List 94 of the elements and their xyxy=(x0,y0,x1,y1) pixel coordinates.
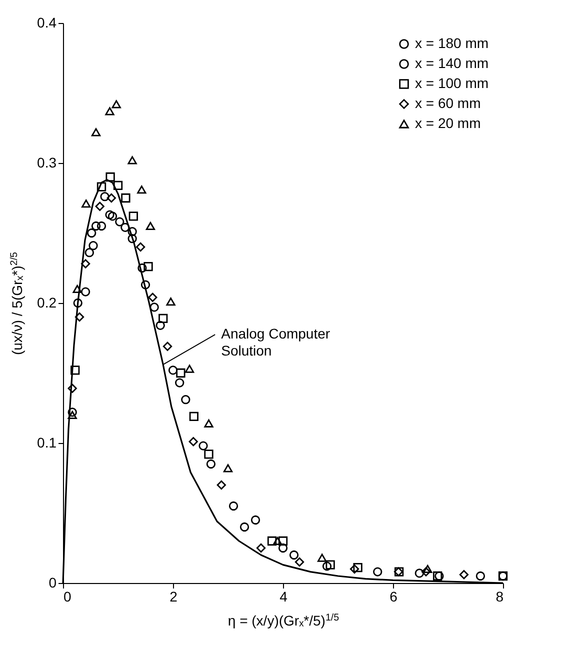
point xyxy=(278,536,288,546)
x-tick-label: 6 xyxy=(390,588,398,604)
point xyxy=(216,480,226,490)
x-tick-label: 0 xyxy=(64,588,72,604)
point xyxy=(204,450,214,459)
point xyxy=(96,221,106,231)
point xyxy=(68,384,77,393)
point xyxy=(322,562,332,571)
point xyxy=(100,192,110,202)
legend-label: x = 180 mm xyxy=(415,35,489,51)
point xyxy=(414,568,424,578)
point xyxy=(166,298,176,306)
point xyxy=(91,128,101,136)
y-tick-label: 0 xyxy=(48,574,57,590)
point xyxy=(423,564,432,574)
point xyxy=(250,515,260,525)
point xyxy=(188,437,198,446)
point xyxy=(278,543,288,553)
y-tick-label: 0.4 xyxy=(37,14,57,30)
point xyxy=(106,193,116,203)
point xyxy=(204,419,214,428)
point xyxy=(108,212,118,221)
point xyxy=(144,262,153,272)
point xyxy=(128,156,137,164)
x-tick-label: 4 xyxy=(280,588,288,604)
point xyxy=(80,259,90,268)
point xyxy=(128,212,138,221)
point xyxy=(148,292,158,302)
point xyxy=(459,570,469,580)
legend-label: x = 140 mm xyxy=(415,55,489,71)
point xyxy=(121,193,130,203)
point xyxy=(373,567,382,576)
point xyxy=(206,459,216,469)
point xyxy=(176,368,186,378)
point xyxy=(353,563,362,572)
x-axis-title: η = (x/y)(Grₓ*/5)$^{1/5}$ xyxy=(228,612,340,628)
point xyxy=(350,564,360,574)
point xyxy=(272,536,282,546)
point xyxy=(140,280,150,290)
point xyxy=(68,410,77,420)
point xyxy=(223,464,233,472)
point xyxy=(317,554,327,562)
point xyxy=(228,501,238,511)
point xyxy=(88,241,98,250)
legend-label: x = 60 mm xyxy=(415,95,481,111)
y-tick-label: 0.2 xyxy=(37,294,57,310)
legend-label: x = 20 mm xyxy=(415,115,481,131)
point xyxy=(115,217,124,226)
annotation: Analog Computer Solution xyxy=(221,326,330,359)
point xyxy=(175,378,184,388)
point xyxy=(256,543,266,553)
point xyxy=(146,222,156,230)
point xyxy=(68,408,77,417)
point xyxy=(82,200,91,208)
point xyxy=(96,182,106,192)
point xyxy=(267,536,277,546)
y-tick-label: 0.1 xyxy=(37,434,57,450)
point xyxy=(162,342,172,351)
point xyxy=(112,100,121,108)
point xyxy=(240,522,250,532)
point xyxy=(128,227,137,236)
point xyxy=(150,302,159,312)
x-tick-label: 8 xyxy=(496,588,504,604)
point xyxy=(181,395,190,404)
legend-label: x = 100 mm xyxy=(415,75,489,91)
point xyxy=(70,366,80,375)
point xyxy=(156,320,165,330)
point xyxy=(294,557,304,567)
point xyxy=(137,186,146,194)
point xyxy=(105,107,114,116)
point xyxy=(289,550,299,560)
point xyxy=(138,263,147,273)
point xyxy=(158,314,168,323)
point xyxy=(80,287,90,296)
y-tick-label: 0.3 xyxy=(37,154,57,170)
point xyxy=(106,172,115,182)
point xyxy=(105,210,114,220)
point xyxy=(113,180,123,190)
point xyxy=(95,202,104,211)
point xyxy=(136,242,146,252)
point xyxy=(198,441,208,450)
point xyxy=(128,234,137,244)
x-tick-label: 2 xyxy=(170,588,178,604)
point xyxy=(476,571,486,581)
point xyxy=(72,284,82,294)
point xyxy=(73,298,82,308)
point xyxy=(91,221,101,231)
point xyxy=(189,412,198,421)
point xyxy=(84,248,94,258)
point xyxy=(326,560,335,570)
point xyxy=(74,312,84,322)
point xyxy=(184,364,194,373)
point xyxy=(168,366,178,375)
point xyxy=(87,228,96,238)
